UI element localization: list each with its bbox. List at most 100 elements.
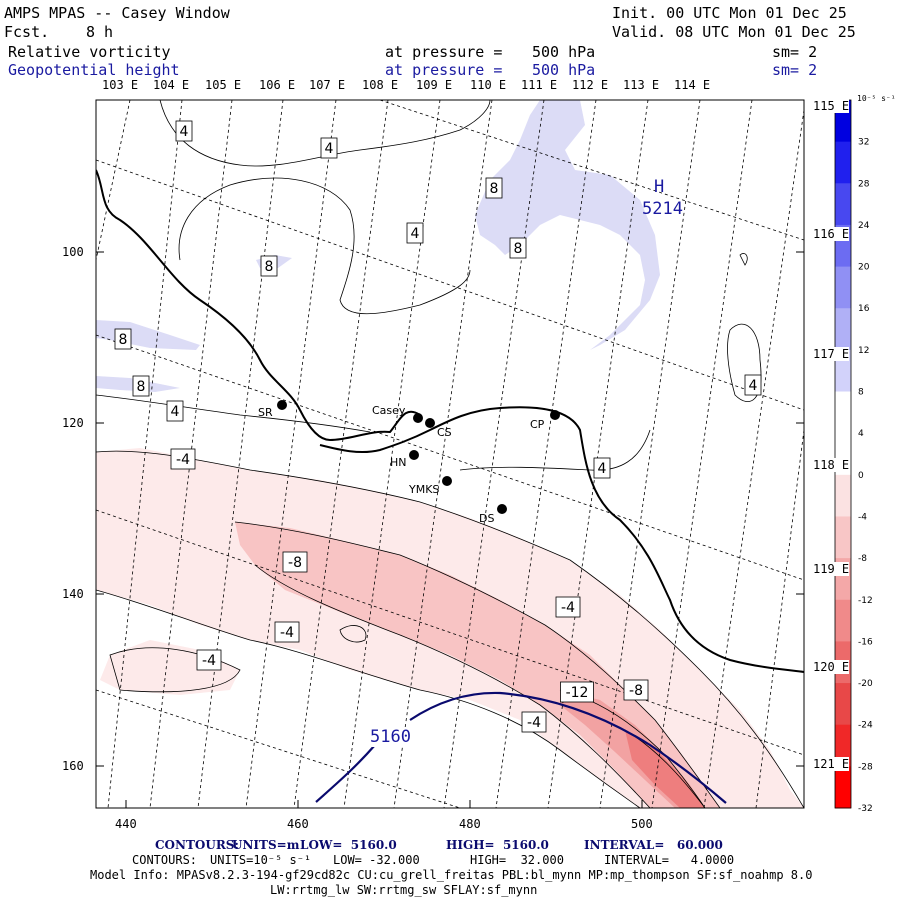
colorbar-tick-label: 8 bbox=[858, 388, 864, 398]
colorbar-tick-label: -28 bbox=[858, 762, 873, 772]
x-tick-label: 440 bbox=[115, 817, 137, 831]
field1-pressure: 500 hPa bbox=[532, 43, 596, 61]
x-tick-label: 500 bbox=[631, 817, 653, 831]
longitude-label-top: 112 E bbox=[572, 78, 609, 92]
colorbar-swatch bbox=[835, 474, 851, 517]
vort-contour-label-box bbox=[744, 374, 762, 396]
longitude-label-right: 119 E bbox=[813, 562, 850, 576]
footer-interval-2: INTERVAL= 4.0000 bbox=[604, 853, 735, 867]
vort-contour-label-box bbox=[623, 679, 649, 701]
y-tick-label: 140 bbox=[62, 587, 84, 601]
footer-contours-1: CONTOURS: bbox=[155, 838, 239, 852]
colorbar-swatch bbox=[835, 391, 851, 434]
colorbar-tick-label: -8 bbox=[858, 554, 867, 564]
vort-contour-label: -4 bbox=[527, 715, 541, 731]
vort-contour-label-box bbox=[175, 120, 193, 142]
y-tick-label: 100 bbox=[62, 245, 84, 259]
chart-title: AMPS MPAS -- Casey Window bbox=[4, 4, 230, 22]
vort-contour-label: -4 bbox=[280, 625, 294, 641]
vort-contour-label-box bbox=[260, 255, 278, 277]
station-markers bbox=[277, 400, 560, 514]
station-label: HN bbox=[390, 456, 407, 469]
field2-sm: sm= 2 bbox=[772, 61, 818, 79]
footer-interval-1: INTERVAL= 60.000 bbox=[584, 838, 723, 852]
height-contour-label: 5160 bbox=[370, 727, 411, 747]
station-marker-ymks bbox=[442, 476, 452, 486]
vort-contour-label: -4 bbox=[202, 653, 216, 669]
station-label: DS bbox=[479, 512, 495, 525]
longitude-label-top: 110 E bbox=[470, 78, 507, 92]
colorbar-tick-label: 28 bbox=[858, 179, 870, 189]
vort-contour-label-box bbox=[485, 177, 503, 199]
vort-contour-label-box bbox=[114, 328, 132, 350]
vort-contour-label: 8 bbox=[137, 379, 146, 395]
footer-units-2: UNITS=10⁻⁵ s⁻¹ bbox=[210, 853, 312, 867]
vort-contour-label: 4 bbox=[325, 141, 334, 157]
vort-contour-label-box bbox=[555, 596, 581, 618]
valid-time: Valid. 08 UTC Mon 01 Dec 25 bbox=[612, 23, 856, 41]
station-marker-hn bbox=[409, 450, 419, 460]
fcst-label: Fcst. bbox=[4, 23, 50, 41]
axis-ticks bbox=[96, 251, 804, 808]
vort-contour-label-box bbox=[170, 448, 196, 470]
vort-contour-label-box bbox=[166, 400, 184, 422]
vort-contour-label-box bbox=[521, 711, 547, 733]
footer-low-1: LOW= 5160.0 bbox=[300, 838, 397, 852]
vort-contour-label: -4 bbox=[176, 452, 190, 468]
colorbar-swatch bbox=[835, 141, 851, 184]
field2-pressure: 500 hPa bbox=[532, 61, 596, 79]
colorbar-tick-label: -4 bbox=[858, 512, 867, 522]
vort-contour-label: 4 bbox=[598, 461, 607, 477]
colorbar-unit: 10⁻⁵ s⁻¹ bbox=[857, 94, 896, 103]
vort-contour-label: 4 bbox=[411, 226, 420, 242]
colorbar-tick-label: 4 bbox=[858, 429, 864, 439]
footer-contours-2: CONTOURS: bbox=[132, 853, 198, 867]
station-label: Casey bbox=[372, 404, 406, 417]
vort-contour-label: -4 bbox=[561, 600, 575, 616]
longitude-label-top: 111 E bbox=[521, 78, 558, 92]
footer-model-info-2: LW:rrtmg_lw SW:rrtmg_sw SFLAY:sf_mynn bbox=[270, 883, 538, 897]
y-tick-label: 120 bbox=[62, 416, 84, 430]
height-contour-5160 bbox=[315, 691, 727, 804]
vort-contour-label: 8 bbox=[514, 241, 523, 257]
footer-model-info: Model Info: MPASv8.2.3-194-gf29cd82c CU:… bbox=[90, 868, 813, 882]
longitude-label-top: 107 E bbox=[309, 78, 346, 92]
field2-name: Geopotential height bbox=[8, 61, 180, 79]
colorbar-swatch bbox=[835, 308, 851, 351]
vort-contour-label: 4 bbox=[180, 124, 189, 140]
vort-contour-label-box bbox=[196, 649, 222, 671]
colorbar-swatch bbox=[835, 266, 851, 309]
colorbar-tick-label: -12 bbox=[858, 596, 873, 606]
vort-contour-label-box bbox=[560, 681, 594, 703]
field1-sm: sm= 2 bbox=[772, 43, 818, 61]
colorbar-swatch bbox=[835, 183, 851, 226]
vort-contour-label: 4 bbox=[171, 404, 180, 420]
colorbar-swatch bbox=[835, 516, 851, 559]
colorbar-tick-label: -20 bbox=[858, 679, 873, 689]
longitude-label-top: 103 E bbox=[102, 78, 139, 92]
vort-contour-label: -12 bbox=[566, 685, 589, 701]
footer-low-2: LOW= -32.000 bbox=[333, 853, 420, 867]
longitude-label-top: 105 E bbox=[205, 78, 242, 92]
vort-contour-label-box bbox=[320, 137, 338, 159]
vort-contour-label-box bbox=[593, 457, 611, 479]
vort-contour-label: 4 bbox=[749, 378, 758, 394]
longitude-label-top: 108 E bbox=[362, 78, 399, 92]
station-marker-cs bbox=[425, 418, 435, 428]
station-label: YMKS bbox=[409, 483, 440, 496]
vort-contour-label-box bbox=[132, 375, 150, 397]
longitude-label-top: 113 E bbox=[623, 78, 660, 92]
coastline bbox=[96, 169, 804, 673]
colorbar-tick-label: 12 bbox=[858, 346, 869, 356]
y-tick-label: 160 bbox=[62, 759, 84, 773]
init-time: Init. 00 UTC Mon 01 Dec 25 bbox=[612, 4, 847, 22]
vort-contour-label-box bbox=[406, 222, 424, 244]
x-tick-label: 460 bbox=[287, 817, 309, 831]
vort-contour-label-box bbox=[282, 551, 308, 573]
vort-shade-negative-core bbox=[625, 730, 705, 808]
fcst-value: 8 h bbox=[86, 23, 114, 41]
colorbar-tick-label: -24 bbox=[858, 721, 873, 731]
longitude-label-top: 109 E bbox=[416, 78, 453, 92]
longitude-label-top: 104 E bbox=[153, 78, 190, 92]
